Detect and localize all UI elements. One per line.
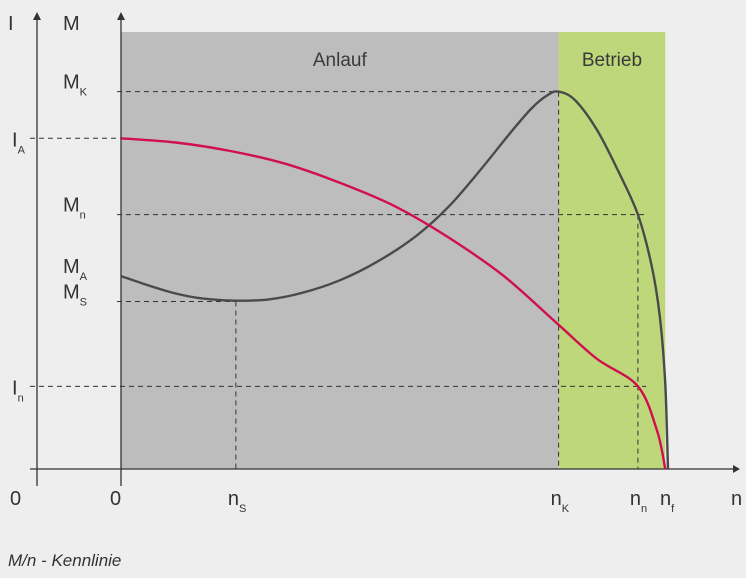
axes-layer xyxy=(30,12,740,486)
x-axis-title: n xyxy=(731,488,742,510)
regions-layer: Anlauf Betrieb xyxy=(121,32,666,469)
chart-caption: M/n - Kennlinie xyxy=(8,551,121,570)
y-tick-torque-k: MK xyxy=(63,72,88,99)
x-tick-label-s: nS xyxy=(228,488,246,515)
x-tick-label-k: nK xyxy=(551,488,570,515)
region-label-anlauf: Anlauf xyxy=(313,50,368,71)
x-tick-label-f: nf xyxy=(660,488,675,515)
origin-current-label: 0 xyxy=(10,488,21,510)
region-label-betrieb: Betrieb xyxy=(582,50,642,71)
y-axis-current-title: I xyxy=(8,13,14,35)
y-axis-current-arrow-icon xyxy=(33,12,41,20)
y-axis-torque-arrow-icon xyxy=(117,12,125,20)
curves-layer xyxy=(120,90,670,470)
y-tick-current-a: IA xyxy=(12,129,26,156)
y-tick-torque-a: MA xyxy=(63,256,88,283)
y-tick-torque-s: MS xyxy=(63,282,87,309)
x-tick-label-n: nn xyxy=(630,488,647,515)
y-axis-torque-title: M xyxy=(63,13,80,35)
series-i-curve xyxy=(120,137,667,470)
y-tick-torque-n: Mn xyxy=(63,195,86,222)
x-axis-arrow-icon xyxy=(733,465,740,473)
origin-torque-label: 0 xyxy=(110,488,121,510)
guides-layer xyxy=(30,91,647,469)
y-tick-current-n: In xyxy=(12,377,24,404)
region-anlauf xyxy=(121,32,559,469)
series-m-curve xyxy=(120,90,670,470)
